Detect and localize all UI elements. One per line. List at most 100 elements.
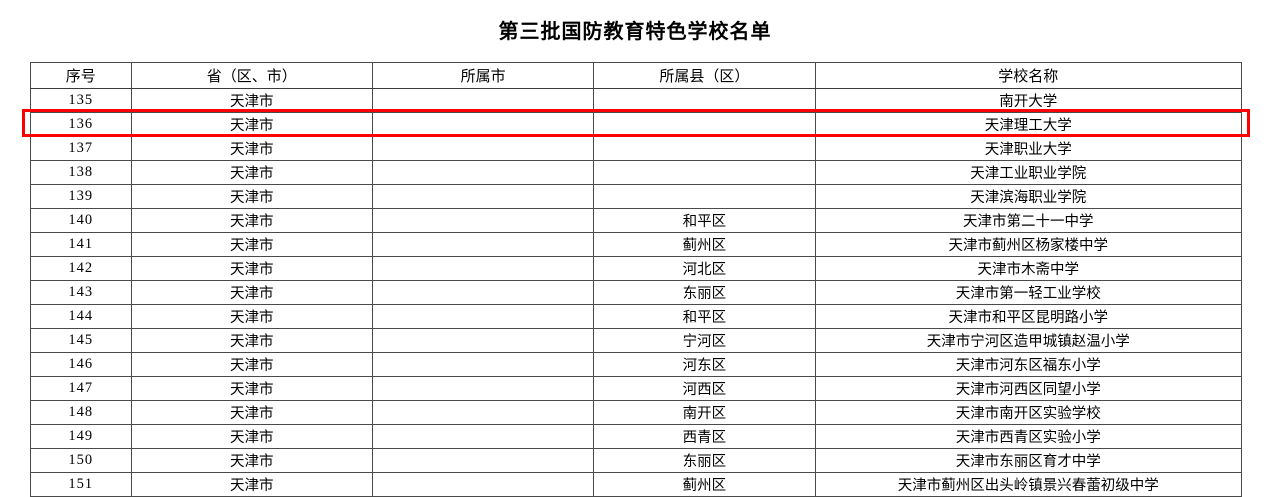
- cell-index: 143: [30, 280, 132, 305]
- cell-county: 蓟州区: [593, 232, 816, 257]
- cell-index: 135: [30, 88, 132, 113]
- cell-province: 天津市: [130, 328, 373, 353]
- cell-county: 河东区: [593, 352, 816, 377]
- table-row: 137天津市天津职业大学本科院校: [30, 136, 1242, 161]
- column-header-school: 学校名称: [814, 62, 1242, 89]
- table-row: 149天津市西青区天津市西青区实验小学义务教育阶段学校: [30, 424, 1242, 449]
- cell-city: [371, 472, 595, 497]
- cell-index: 141: [30, 232, 132, 257]
- cell-school: 南开大学: [814, 88, 1242, 113]
- cell-city: [371, 256, 595, 281]
- cell-index: 149: [30, 424, 132, 449]
- cell-province: 天津市: [130, 232, 373, 257]
- cell-school: 天津理工大学: [814, 112, 1242, 137]
- cell-city: [371, 448, 595, 473]
- cell-county: 西青区: [593, 424, 816, 449]
- cell-school: 天津市宁河区造甲城镇赵温小学: [814, 328, 1242, 353]
- table-row: 151天津市蓟州区天津市蓟州区出头岭镇景兴春蕾初级中学义务教育阶段学校: [30, 472, 1242, 497]
- cell-county: 东丽区: [593, 448, 816, 473]
- cell-province: 天津市: [130, 160, 373, 185]
- cell-city: [371, 232, 595, 257]
- cell-school: 天津市和平区昆明路小学: [814, 304, 1242, 329]
- cell-province: 天津市: [130, 112, 373, 137]
- table-row: 139天津市天津滨海职业学院高职（专科）院校: [30, 184, 1242, 209]
- cell-province: 天津市: [130, 424, 373, 449]
- cell-school: 天津市木斋中学: [814, 256, 1242, 281]
- cell-index: 142: [30, 256, 132, 281]
- cell-index: 139: [30, 184, 132, 209]
- table-row: 147天津市河西区天津市河西区同望小学义务教育阶段学校: [30, 376, 1242, 401]
- cell-school: 天津市蓟州区杨家楼中学: [814, 232, 1242, 257]
- table-row: 144天津市和平区天津市和平区昆明路小学义务教育阶段学校: [30, 304, 1242, 329]
- cell-school: 天津滨海职业学院: [814, 184, 1242, 209]
- cell-county: 河西区: [593, 376, 816, 401]
- cell-province: 天津市: [130, 400, 373, 425]
- cell-index: 148: [30, 400, 132, 425]
- cell-province: 天津市: [130, 472, 373, 497]
- table-header: 序号 省（区、市） 所属市 所属县（区） 学校名称 学校类别: [30, 62, 1242, 89]
- cell-county: 南开区: [593, 400, 816, 425]
- cell-index: 137: [30, 136, 132, 161]
- column-header-county: 所属县（区）: [593, 62, 816, 89]
- cell-county: 东丽区: [593, 280, 816, 305]
- cell-county: 和平区: [593, 304, 816, 329]
- cell-school: 天津职业大学: [814, 136, 1242, 161]
- table-body: 135天津市南开大学本科院校136天津市天津理工大学本科院校137天津市天津职业…: [30, 88, 1242, 497]
- cell-city: [371, 352, 595, 377]
- table-row: 135天津市南开大学本科院校: [30, 88, 1242, 113]
- cell-school: 天津市蓟州区出头岭镇景兴春蕾初级中学: [814, 472, 1242, 497]
- cell-index: 136: [30, 112, 132, 137]
- table-row: 138天津市天津工业职业学院高职（专科）院校: [30, 160, 1242, 185]
- cell-school: 天津工业职业学院: [814, 160, 1242, 185]
- cell-county: [593, 136, 816, 161]
- table-row: 146天津市河东区天津市河东区福东小学义务教育阶段学校: [30, 352, 1242, 377]
- page-title: 第三批国防教育特色学校名单: [498, 21, 772, 43]
- cell-city: [371, 184, 595, 209]
- cell-index: 144: [30, 304, 132, 329]
- cell-city: [371, 400, 595, 425]
- cell-province: 天津市: [130, 280, 373, 305]
- cell-city: [371, 328, 595, 353]
- cell-county: [593, 88, 816, 113]
- cell-county: 河北区: [593, 256, 816, 281]
- cell-school: 天津市河东区福东小学: [814, 352, 1242, 377]
- school-list-table-container: 序号 省（区、市） 所属市 所属县（区） 学校名称 学校类别 135天津市南开大…: [30, 62, 1242, 497]
- table-row: 140天津市和平区天津市第二十一中学普通高中: [30, 208, 1242, 233]
- cell-index: 151: [30, 472, 132, 497]
- table-row: 142天津市河北区天津市木斋中学普通高中: [30, 256, 1242, 281]
- table-row: 143天津市东丽区天津市第一轻工业学校中等职业学校: [30, 280, 1242, 305]
- table-row: 145天津市宁河区天津市宁河区造甲城镇赵温小学义务教育阶段学校: [30, 328, 1242, 353]
- cell-index: 147: [30, 376, 132, 401]
- cell-city: [371, 280, 595, 305]
- cell-school: 天津市第一轻工业学校: [814, 280, 1242, 305]
- cell-province: 天津市: [130, 352, 373, 377]
- cell-city: [371, 136, 595, 161]
- cell-city: [371, 112, 595, 137]
- column-header-province: 省（区、市）: [130, 62, 373, 89]
- cell-school: 天津市南开区实验学校: [814, 400, 1242, 425]
- cell-province: 天津市: [130, 208, 373, 233]
- document-page: 第三批国防教育特色学校名单 序号 省（区、市） 所属市 所属县（区） 学校名称 …: [22, 21, 1250, 497]
- cell-city: [371, 376, 595, 401]
- cell-province: 天津市: [130, 136, 373, 161]
- cell-index: 140: [30, 208, 132, 233]
- cell-city: [371, 88, 595, 113]
- column-header-city: 所属市: [371, 62, 595, 89]
- column-header-index: 序号: [30, 62, 132, 89]
- table-row: 150天津市东丽区天津市东丽区育才中学义务教育阶段学校: [30, 448, 1242, 473]
- table-header-row: 序号 省（区、市） 所属市 所属县（区） 学校名称 学校类别: [30, 62, 1242, 89]
- cell-province: 天津市: [130, 256, 373, 281]
- cell-county: 宁河区: [593, 328, 816, 353]
- table-row: 141天津市蓟州区天津市蓟州区杨家楼中学普通高中: [30, 232, 1242, 257]
- cell-province: 天津市: [130, 88, 373, 113]
- cell-county: [593, 184, 816, 209]
- cell-province: 天津市: [130, 376, 373, 401]
- cell-index: 150: [30, 448, 132, 473]
- cell-province: 天津市: [130, 184, 373, 209]
- cell-county: 和平区: [593, 208, 816, 233]
- cell-county: [593, 160, 816, 185]
- cell-city: [371, 304, 595, 329]
- cell-county: [593, 112, 816, 137]
- cell-city: [371, 208, 595, 233]
- cell-city: [371, 424, 595, 449]
